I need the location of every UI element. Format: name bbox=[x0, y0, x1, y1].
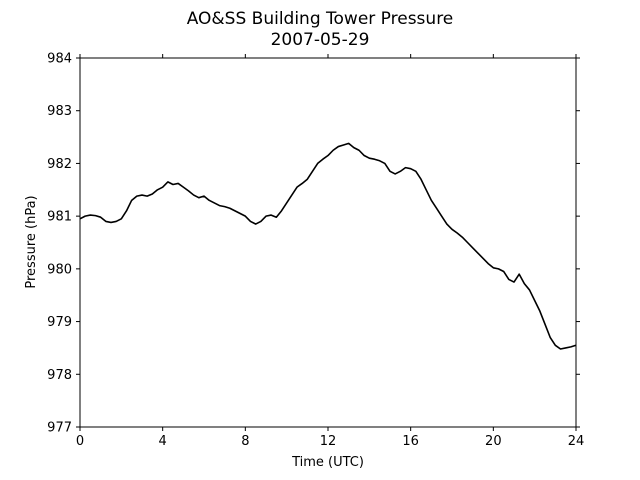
y-tick-label: 979 bbox=[47, 315, 72, 330]
y-axis-label: Pressure (hPa) bbox=[24, 195, 39, 288]
y-tick-label: 982 bbox=[47, 157, 72, 172]
x-tick-label: 24 bbox=[568, 434, 585, 449]
x-tick-label: 16 bbox=[402, 434, 419, 449]
x-axis-label: Time (UTC) bbox=[291, 455, 364, 470]
x-tick-label: 20 bbox=[485, 434, 502, 449]
plot-area: 0 4 8 12 16 20 24 977 978 979 980 981 982 983 984 bbox=[47, 52, 584, 450]
y-tick-label: 980 bbox=[47, 262, 72, 277]
y-tick-label: 978 bbox=[47, 368, 72, 383]
x-tick-label: 8 bbox=[241, 434, 249, 449]
y-tick-label: 983 bbox=[47, 104, 72, 119]
x-tick-label: 4 bbox=[159, 434, 167, 449]
x-tick-label: 0 bbox=[76, 434, 84, 449]
y-tick-label: 977 bbox=[47, 421, 72, 436]
plot-frame bbox=[79, 57, 577, 428]
y-tick-label: 984 bbox=[47, 52, 72, 67]
y-tick-label: 981 bbox=[47, 210, 72, 225]
series-line-0 bbox=[79, 142, 577, 350]
chart-subtitle: 2007-05-29 bbox=[271, 30, 370, 50]
x-tick-label: 12 bbox=[320, 434, 337, 449]
chart-title: AO&SS Building Tower Pressure bbox=[187, 9, 454, 29]
